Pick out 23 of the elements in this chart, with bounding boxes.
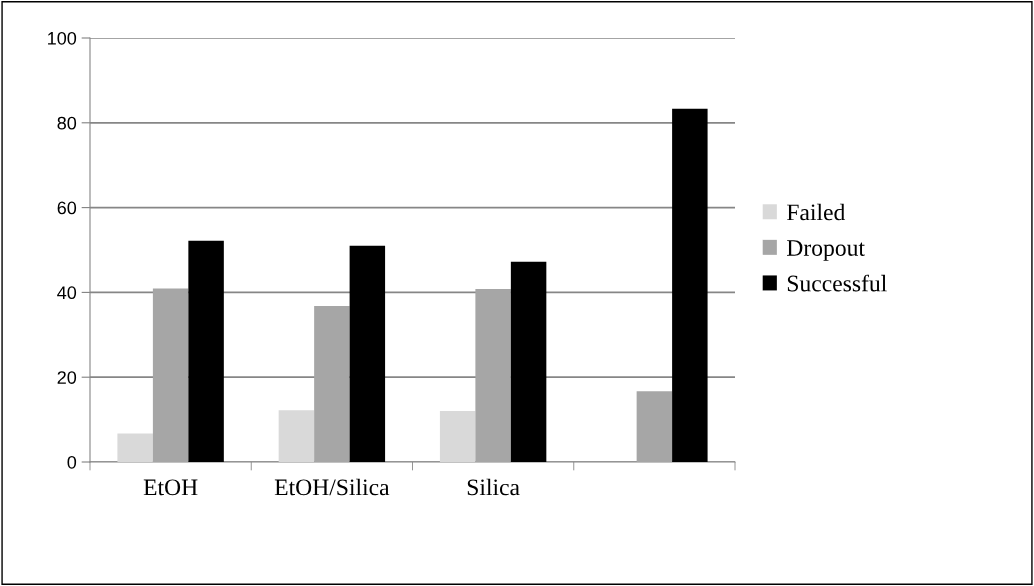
bar [475,289,511,462]
bar [188,240,224,462]
x-tick-label: EtOH/Silica [274,478,390,496]
bar [314,305,350,462]
y-tick-label: 40 [57,286,77,300]
bar [636,391,673,462]
bar [278,410,315,462]
y-tick-label: 60 [57,201,77,215]
y-tick-label: 100 [48,31,77,45]
y-tick-label: 0 [67,455,77,469]
bar [117,433,153,462]
bar [152,288,189,462]
x-tick-label: EtOH [143,479,198,496]
bar [672,108,708,462]
y-tick-label: 80 [57,116,77,130]
bar [439,411,476,462]
bar [349,245,386,462]
legend-label: Dropout [786,240,865,261]
y-tick-label: 20 [57,371,77,384]
bar [510,261,547,462]
legend-label: Successful [787,274,887,292]
x-tick-label: Silica [467,478,520,496]
legend-label: Failed [786,203,846,221]
